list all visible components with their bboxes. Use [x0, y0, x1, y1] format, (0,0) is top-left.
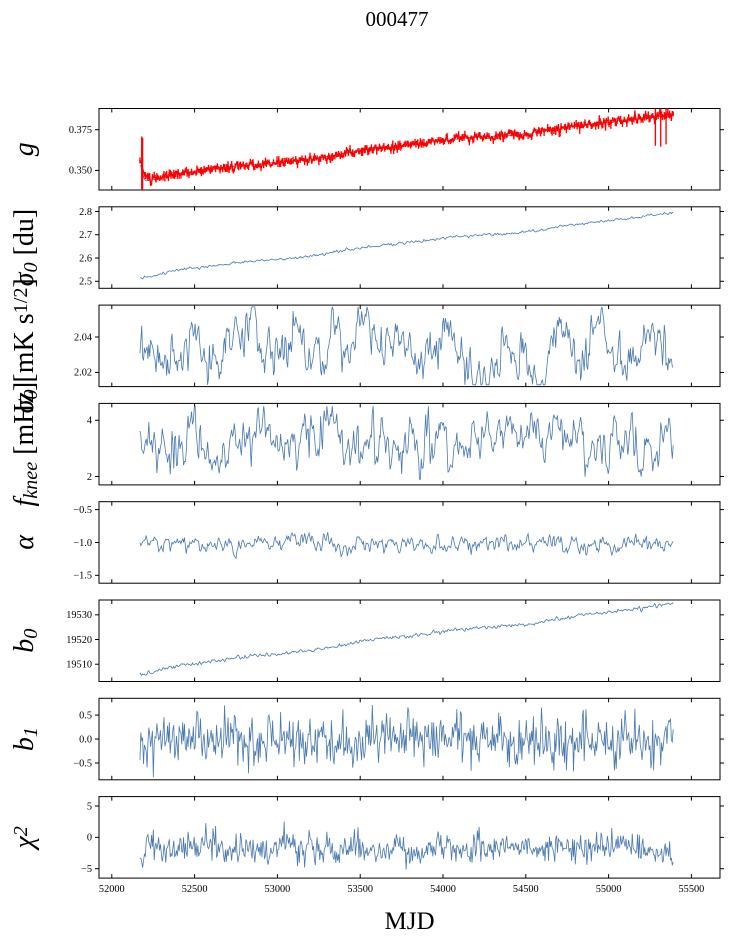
svg-text:19530: 19530	[66, 610, 92, 621]
svg-text:52500: 52500	[182, 884, 208, 895]
svg-text:2.7: 2.7	[79, 230, 92, 241]
svg-text:000477: 000477	[366, 7, 429, 31]
svg-text:α: α	[9, 534, 40, 550]
svg-text:2.5: 2.5	[79, 277, 92, 288]
svg-text:53500: 53500	[347, 884, 373, 895]
svg-text:0.0: 0.0	[79, 734, 92, 745]
svg-text:2.02: 2.02	[74, 368, 92, 379]
svg-text:2: 2	[87, 472, 92, 483]
svg-text:−0.5: −0.5	[73, 505, 92, 516]
svg-text:2.04: 2.04	[74, 332, 92, 343]
svg-text:2.6: 2.6	[79, 253, 92, 264]
svg-text:0.5: 0.5	[79, 710, 92, 721]
svg-text:54000: 54000	[430, 884, 456, 895]
svg-text:53000: 53000	[265, 884, 291, 895]
svg-text:0.375: 0.375	[69, 125, 92, 136]
svg-text:−5: −5	[81, 864, 92, 875]
svg-text:σ0 [du]: σ0 [du]	[9, 209, 42, 287]
svg-text:0.350: 0.350	[69, 166, 92, 177]
svg-text:5: 5	[87, 801, 92, 812]
svg-text:g: g	[9, 142, 40, 156]
svg-text:52000: 52000	[99, 884, 125, 895]
svg-text:MJD: MJD	[384, 908, 434, 935]
svg-text:2.8: 2.8	[79, 207, 92, 218]
svg-text:4: 4	[87, 416, 92, 427]
svg-text:55000: 55000	[596, 884, 622, 895]
svg-text:0: 0	[87, 833, 92, 844]
svg-text:−0.5: −0.5	[73, 758, 92, 769]
svg-text:−1.5: −1.5	[73, 571, 92, 582]
svg-text:19510: 19510	[66, 660, 92, 671]
svg-text:55500: 55500	[679, 884, 705, 895]
svg-text:−1.0: −1.0	[73, 538, 92, 549]
svg-text:54500: 54500	[513, 884, 539, 895]
svg-text:19520: 19520	[66, 635, 92, 646]
